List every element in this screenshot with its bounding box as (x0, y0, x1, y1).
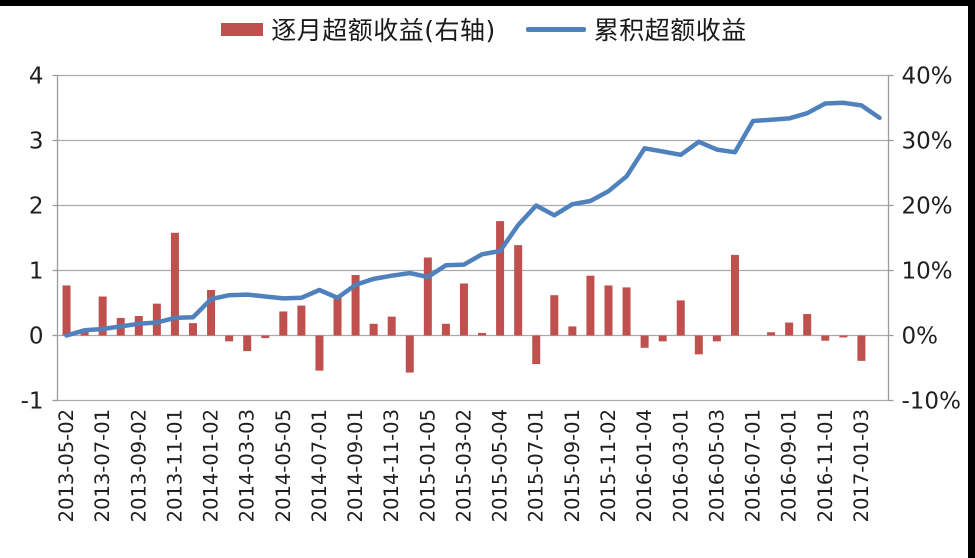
x-axis-tick-label: 2014-01-02 (200, 409, 223, 522)
x-axis-tick-label: 2013-07-01 (91, 409, 114, 522)
bar-2015-11 (604, 285, 613, 336)
bar-2014-06 (297, 305, 306, 336)
right-axis-tick-label: -10% (902, 389, 961, 415)
x-axis-tick-label: 2015-07-01 (525, 409, 548, 522)
x-axis-tick-label: 2016-01-04 (633, 409, 656, 522)
bar-2015-07 (532, 335, 541, 365)
bar-2014-04 (261, 335, 270, 339)
bar-2017-01 (857, 335, 866, 361)
bar-2016-01 (640, 335, 649, 348)
x-axis-tick-label: 2014-05-05 (272, 409, 295, 522)
bar-2015-02 (441, 323, 450, 336)
bar-2015-01 (423, 257, 432, 336)
bar-2014-02 (225, 335, 234, 342)
bar-2016-12 (839, 335, 848, 338)
legend-item-cumulative: 累积超额收益 (525, 11, 747, 47)
right-axis-tick-label: 10% (902, 259, 953, 285)
bar-series-swatch (221, 22, 264, 36)
bar-2014-07 (315, 335, 324, 371)
bar-2014-01 (207, 290, 216, 336)
x-axis-tick-label: 2016-07-01 (742, 409, 765, 522)
right-axis-tick-label: 30% (902, 129, 953, 155)
left-axis-tick-label: 3 (29, 129, 44, 155)
bar-2013-07 (98, 296, 107, 336)
x-axis-tick-label: 2015-09-01 (561, 409, 584, 522)
bar-2015-08 (550, 295, 559, 336)
x-axis-tick-label: 2014-09-01 (344, 409, 367, 522)
right-border (968, 0, 975, 558)
right-axis-tick-label: 40% (902, 64, 953, 90)
bar-2016-11 (821, 335, 830, 341)
x-axis-tick-label: 2017-01-03 (850, 409, 873, 522)
top-border (0, 0, 975, 6)
bar-series-label: 逐月超额收益(右轴) (271, 16, 496, 45)
x-axis-tick-label: 2016-11-01 (814, 409, 837, 522)
bar-2015-10 (586, 275, 595, 336)
bar-2016-09 (785, 322, 794, 336)
x-axis-tick-label: 2015-05-04 (489, 409, 512, 522)
bar-2015-05 (496, 221, 505, 336)
bar-2015-03 (459, 283, 468, 336)
right-axis-tick-label: 0% (902, 324, 939, 350)
bar-2013-05 (62, 285, 71, 336)
chart-legend: 逐月超额收益(右轴) 累积超额收益 (0, 11, 968, 47)
bar-2016-03 (676, 300, 685, 336)
bar-2014-09 (351, 275, 360, 336)
left-axis-tick-label: 0 (29, 324, 44, 350)
x-axis-tick-label: 2016-03-01 (669, 409, 692, 522)
x-axis-tick-label: 2015-11-02 (597, 409, 620, 522)
x-axis-tick-label: 2013-05-02 (55, 409, 78, 522)
line-series-label: 累积超额收益 (593, 16, 747, 45)
bar-2015-04 (478, 332, 487, 336)
bar-2013-12 (188, 323, 197, 336)
line-series-swatch (525, 26, 586, 32)
bar-2014-05 (279, 311, 288, 336)
left-axis-tick-label: 2 (29, 194, 44, 220)
x-axis-tick-label: 2016-05-03 (705, 409, 728, 522)
left-axis-tick-label: 1 (29, 259, 44, 285)
bar-2016-05 (712, 335, 721, 342)
bar-2014-12 (405, 335, 414, 373)
bar-2016-10 (803, 314, 812, 336)
bar-2014-03 (243, 335, 252, 352)
bar-2015-06 (514, 245, 523, 336)
x-axis-tick-label: 2013-09-02 (127, 409, 150, 522)
bar-2015-12 (622, 287, 631, 336)
x-axis-tick-label: 2014-11-03 (380, 409, 403, 522)
bar-2014-11 (387, 316, 396, 336)
legend-item-monthly: 逐月超额收益(右轴) (221, 11, 496, 47)
bar-2014-08 (333, 296, 342, 336)
bar-2014-10 (369, 323, 378, 336)
bar-2016-04 (694, 335, 703, 355)
bar-2013-11 (170, 232, 179, 336)
bar-2016-08 (767, 332, 776, 336)
x-axis-tick-label: 2014-03-03 (236, 409, 259, 522)
x-axis-tick-label: 2015-03-02 (452, 409, 475, 522)
left-axis-tick-label: 4 (29, 64, 44, 90)
bar-2016-06 (730, 254, 739, 336)
left-axis-tick-label: -1 (21, 389, 44, 415)
bar-2016-02 (658, 335, 667, 342)
x-axis-tick-label: 2014-07-01 (308, 409, 331, 522)
bar-2015-09 (568, 326, 577, 336)
x-axis-tick-label: 2013-11-01 (163, 409, 186, 522)
right-axis-tick-label: 20% (902, 194, 953, 220)
cumulative-line (64, 100, 882, 338)
bar-2013-10 (152, 303, 161, 336)
x-axis-tick-label: 2016-09-01 (778, 409, 801, 522)
x-axis-tick-label: 2015-01-05 (416, 409, 439, 522)
